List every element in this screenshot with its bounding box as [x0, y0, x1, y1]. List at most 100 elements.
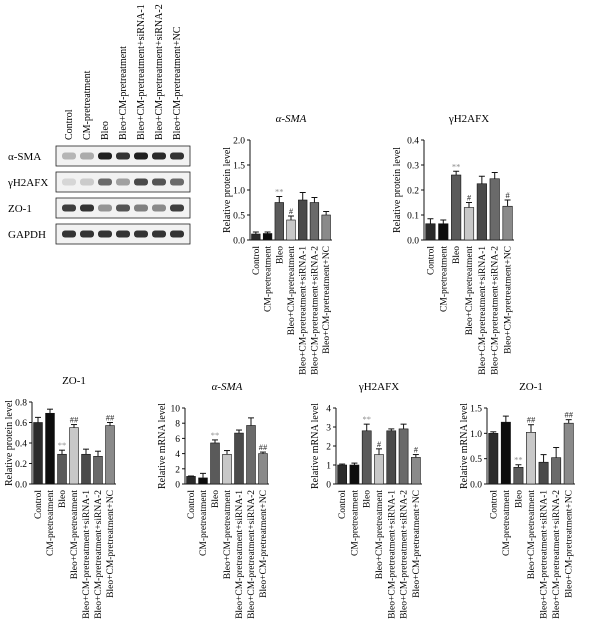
blot-band — [80, 204, 94, 212]
y-tick-label: 0.4 — [15, 440, 27, 450]
y-tick-label: 1 — [326, 462, 331, 472]
x-tick-label: Control — [426, 246, 436, 275]
bar — [286, 219, 296, 241]
significance-label: # — [505, 190, 510, 200]
bar — [210, 442, 220, 485]
significance-label: ## — [259, 442, 268, 452]
bar — [262, 233, 273, 241]
bar — [476, 183, 487, 241]
blot-band — [98, 152, 112, 160]
blot-band — [134, 152, 148, 160]
x-tick-label: Bleo+CM-pretreatment+siRNA-2 — [552, 490, 562, 619]
x-tick-label: Bleo+CM-pretreatment+NC — [412, 490, 422, 598]
bar — [198, 477, 208, 485]
y-tick-label: 1.5 — [233, 162, 245, 172]
blot-band — [98, 204, 112, 212]
bar — [258, 453, 268, 485]
lane-label: Bleo+CM-pretreatment+siRNA-2 — [154, 4, 165, 140]
x-tick-label: Bleo+CM-pretreatment — [527, 490, 537, 580]
significance-label: ## — [106, 413, 115, 423]
blot-band — [62, 178, 76, 186]
bar — [45, 412, 55, 485]
significance-label: # — [289, 206, 294, 216]
x-tick-label: Bleo+CM-pretreatment — [465, 246, 475, 336]
x-tick-label: Control — [489, 490, 499, 519]
y-tick-label: 0.0 — [407, 237, 419, 247]
x-tick-label: Control — [34, 490, 44, 519]
bar — [526, 432, 536, 485]
blot-band — [116, 230, 130, 238]
x-tick-label: Bleo — [58, 490, 68, 508]
blot-band — [152, 152, 166, 160]
x-tick-label: Control — [338, 490, 348, 519]
bar — [513, 466, 524, 485]
blot-row-label: γH2AFX — [7, 177, 48, 189]
blot-band — [62, 230, 76, 238]
x-tick-label: Bleo+CM-pretreatment+NC — [565, 490, 575, 598]
blot-band — [152, 178, 166, 186]
x-tick-label: Bleo+CM-pretreatment — [223, 490, 233, 580]
blot-row-label: α-SMA — [8, 151, 41, 163]
significance-label: ** — [362, 414, 371, 424]
chart-title: α-SMA — [212, 381, 243, 393]
bar — [222, 454, 232, 485]
chart-title: α-SMA — [276, 113, 307, 125]
blot-band — [170, 204, 184, 212]
significance-label: # — [414, 445, 419, 455]
y-tick-label: 1.0 — [233, 187, 245, 197]
bar-chart: ZO-1 Relative protein level 0.0 0.2 0.4 0.6 0.… — [4, 375, 116, 619]
x-tick-label: Bleo+CM-pretreatment+siRNA-2 — [94, 490, 104, 619]
blot-band — [62, 152, 76, 160]
bar — [538, 461, 549, 485]
x-tick-label: Bleo — [211, 490, 221, 508]
bar-chart: γH2AFX Relative mRNA level 0 1 2 3 4 Control CM-… — [310, 381, 422, 619]
bar — [337, 464, 347, 485]
bar — [500, 421, 511, 485]
x-tick-label: Bleo+CM-pretreatment+NC — [504, 246, 514, 354]
x-tick-label: Control — [187, 490, 197, 519]
bar — [251, 233, 261, 241]
x-tick-label: Bleo+CM-pretreatment+siRNA-1 — [235, 490, 245, 619]
y-tick-label: 0.4 — [407, 137, 419, 147]
x-tick-label: Bleo+CM-pretreatment+NC — [106, 490, 116, 598]
y-tick-label: 0.3 — [407, 162, 419, 172]
y-tick-label: 0.2 — [407, 187, 419, 197]
y-tick-label: 2 — [326, 443, 331, 453]
bar-chart: ZO-1 Relative mRNA level 0.0 0.5 1.0 1.5 Contr… — [459, 381, 575, 619]
bar — [563, 422, 574, 485]
x-tick-label: Control — [252, 246, 262, 275]
bar — [69, 427, 79, 485]
y-tick-label: 0.6 — [15, 419, 27, 429]
x-tick-label: CM-pretreatment — [439, 246, 449, 312]
x-tick-label: Bleo — [363, 490, 373, 508]
y-tick-label: 0 — [326, 481, 331, 491]
y-tick-label: 0.2 — [15, 460, 27, 470]
lane-label: Bleo — [100, 121, 111, 140]
bar — [438, 223, 449, 241]
bar — [298, 199, 308, 241]
western-blot: Control CM-pretreatment Bleo Bleo+CM-pretre… — [7, 4, 191, 245]
x-tick-label: Bleo+CM-pretreatment+siRNA-1 — [82, 490, 92, 619]
bar — [309, 202, 320, 241]
x-tick-label: Bleo+CM-pretreatment+siRNA-1 — [299, 246, 309, 375]
bar-chart: γH2AFX Relative protein level 0.0 0.1 0.2 0.3… — [392, 113, 514, 375]
bar — [349, 464, 360, 485]
chart-title: ZO-1 — [62, 375, 86, 387]
y-axis-label: Relative mRNA level — [310, 403, 321, 489]
blot-band — [134, 204, 148, 212]
blot-band — [98, 230, 112, 238]
significance-label: ** — [514, 455, 523, 465]
x-tick-label: CM-pretreatment — [350, 490, 360, 556]
y-tick-label: 8 — [175, 420, 180, 430]
blot-band — [152, 230, 166, 238]
lane-label: Bleo+CM-pretreatment+NC — [172, 26, 183, 140]
significance-label: ** — [58, 440, 67, 450]
x-tick-label: Bleo — [514, 490, 524, 508]
y-tick-label: 0.5 — [233, 212, 245, 222]
bar — [57, 453, 67, 485]
x-tick-label: Bleo+CM-pretreatment — [287, 246, 297, 336]
y-axis-label: Relative protein level — [392, 147, 403, 233]
y-tick-label: 0.0 — [233, 237, 245, 247]
x-tick-label: CM-pretreatment — [502, 490, 512, 556]
y-axis-label: Relative mRNA level — [157, 403, 168, 489]
